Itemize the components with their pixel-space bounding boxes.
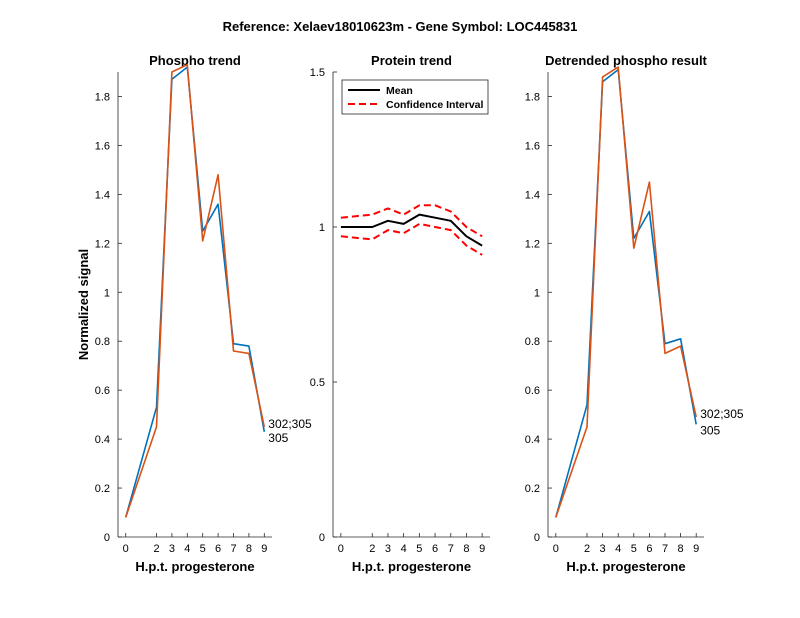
protein-trend-ytick-label: 1 [319,222,325,234]
phospho-trend-title: Phospho trend [149,53,241,68]
detrended-phospho-ytick-label: 0.6 [525,385,540,397]
phospho-trend-xtick-label: 7 [230,543,236,555]
phospho-trend-ytick-label: 0 [104,532,110,544]
detrended-phospho-xlabel: H.p.t. progesterone [566,559,685,574]
detrended-phospho-ytick-label: 1.4 [525,189,540,201]
protein-trend-panel: Protein trend 0 0.5 1 1.5 0 2 3 4 5 6 7 8 9 H.p.t. pro… [310,53,490,574]
detrended-phospho-panel: Detrended phospho result 0 0.2 0.4 0.6 0.8 1 1.… [525,53,744,574]
phospho-trend-xtick-label: 0 [123,543,129,555]
protein-trend-xtick-label: 0 [338,543,344,555]
phospho-trend-xtick-label: 3 [169,543,175,555]
protein-trend-series-confidence-interval-line [340,204,483,238]
detrended-phospho-ytick-label: 1 [534,287,540,299]
detrended-phospho-xtick-label: 2 [584,543,590,555]
figure-suptitle: Reference: Xelaev18010623m - Gene Symbol… [223,19,578,34]
detrended-phospho-ytick-label: 1.6 [525,140,540,152]
phospho-trend-panel: Phospho trend 0 0.2 0.4 0.6 0.8 1 1.2 1.4 1.6 1.8 0… [76,53,312,574]
phospho-trend-ytick-label: 1.6 [95,140,110,152]
protein-trend-xtick-label: 3 [385,543,391,555]
protein-trend-ytick-label: 1.5 [310,67,325,79]
detrended-phospho-xtick-label: 8 [678,543,684,555]
phospho-trend-series-302-305-line [124,63,266,518]
phospho-trend-ytick-label: 1.8 [95,91,110,103]
phospho-trend-xtick-label: 5 [200,543,206,555]
phospho-trend-xlabel: H.p.t. progesterone [135,559,254,574]
phospho-trend-ytick-label: 0.8 [95,336,110,348]
protein-trend-xlabel: H.p.t. progesterone [352,559,471,574]
detrended-phospho-ytick-label: 1.8 [525,91,540,103]
detrended-phospho-xtick-label: 3 [600,543,606,555]
phospho-trend-ylabel: Normalized signal [76,249,91,360]
protein-trend-title: Protein trend [371,53,452,68]
phospho-trend-xtick-label: 8 [246,543,252,555]
phospho-trend-annotation-302-305: 302;305 [268,417,312,431]
protein-trend-legend-box [341,79,489,115]
detrended-phospho-title: Detrended phospho result [545,53,707,68]
protein-trend-xtick-label: 4 [401,543,407,555]
detrended-phospho-xtick-label: 0 [553,543,559,555]
protein-trend-xtick-label: 9 [479,543,485,555]
phospho-trend-xtick-label: 4 [184,543,190,555]
phospho-trend-annotation-305: 305 [268,431,288,445]
detrended-phospho-xtick-label: 7 [662,543,668,555]
detrended-phospho-xtick-label: 9 [693,543,699,555]
detrended-phospho-series-305-line [555,68,697,518]
protein-trend-ytick-label: 0 [319,532,325,544]
protein-trend-ytick-label: 0.5 [310,377,325,389]
detrended-phospho-xtick-label: 6 [646,543,652,555]
protein-trend-xtick-label: 6 [432,543,438,555]
phospho-trend-ytick-label: 0.2 [95,483,110,495]
detrended-phospho-ytick-label: 0.2 [525,483,540,495]
phospho-trend-xtick-label: 6 [215,543,221,555]
protein-trend-legend: Mean Confidence Interval [341,79,489,115]
phospho-trend-xtick-label: 9 [261,543,267,555]
detrended-phospho-ytick-label: 0.4 [525,434,540,446]
detrended-phospho-annotation-305: 305 [700,423,720,437]
protein-trend-series-confidence-interval-line [340,222,483,256]
phospho-trend-series-305-line [124,66,266,518]
phospho-trend-ytick-label: 0.6 [95,385,110,397]
phospho-trend-ytick-label: 0.4 [95,434,110,446]
protein-trend-legend-label: Mean [386,85,413,97]
protein-trend-xtick-label: 8 [463,543,469,555]
protein-trend-xtick-label: 7 [448,543,454,555]
phospho-trend-ytick-label: 1.4 [95,189,110,201]
protein-trend-xtick-label: 2 [369,543,375,555]
detrended-phospho-xtick-label: 5 [631,543,637,555]
phospho-trend-xtick-label: 2 [153,543,159,555]
protein-trend-legend-label: Confidence Interval [386,99,484,111]
detrended-phospho-annotation-302-305: 302;305 [700,407,744,421]
protein-trend-xtick-label: 5 [416,543,422,555]
detrended-phospho-ytick-label: 1.2 [525,238,540,250]
protein-trend-series-mean-line [340,213,483,247]
phospho-trend-ytick-label: 1.2 [95,238,110,250]
detrended-phospho-ytick-label: 0 [534,532,540,544]
detrended-phospho-xtick-label: 4 [615,543,621,555]
detrended-phospho-series-302-305-line [555,66,697,518]
detrended-phospho-ytick-label: 0.8 [525,336,540,348]
phospho-trend-ytick-label: 1 [104,287,110,299]
